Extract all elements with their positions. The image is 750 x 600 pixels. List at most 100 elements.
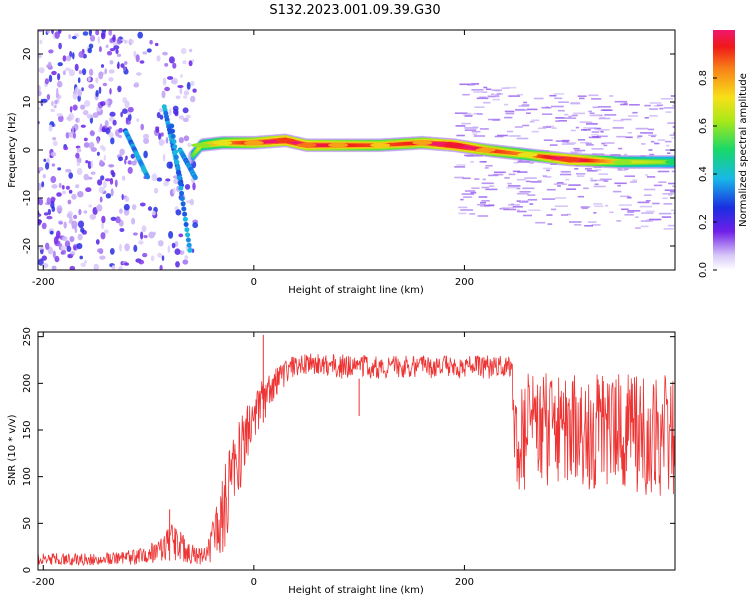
sideband-speckle — [589, 177, 593, 180]
ridge-peak — [370, 143, 391, 148]
noise-speckle — [74, 226, 78, 234]
noise-speckle — [119, 228, 125, 232]
noise-speckle — [159, 108, 163, 113]
noise-speckle — [51, 163, 56, 167]
noise-speckle — [141, 225, 147, 233]
sideband-speckle — [627, 210, 641, 212]
noise-speckle — [137, 31, 143, 39]
noise-speckle — [174, 248, 181, 255]
ridge-peak — [328, 143, 349, 148]
sideband-speckle — [516, 178, 526, 181]
sideband-speckle — [658, 181, 667, 183]
noise-speckle — [90, 171, 96, 175]
sideband-speckle — [605, 204, 609, 207]
noise-speckle — [118, 134, 122, 139]
noise-speckle — [119, 208, 123, 214]
noise-speckle — [99, 123, 103, 131]
noise-speckle — [109, 38, 114, 44]
streak-mark — [169, 123, 175, 129]
sideband-speckle — [477, 203, 486, 206]
sideband-speckle — [546, 188, 556, 191]
sideband-speckle — [624, 175, 635, 177]
sideband-speckle — [620, 118, 632, 121]
noise-speckle — [158, 132, 162, 141]
noise-speckle — [38, 182, 42, 191]
sideband-speckle — [667, 224, 675, 227]
sideband-speckle — [551, 105, 564, 108]
sideband-speckle — [667, 152, 671, 154]
noise-speckle — [168, 56, 175, 64]
sideband-speckle — [598, 106, 611, 108]
ridge-peak — [559, 157, 580, 162]
streak-mark — [185, 237, 191, 243]
sideband-speckle — [592, 136, 599, 138]
sideband-speckle — [587, 221, 597, 223]
noise-speckle — [124, 196, 130, 203]
sideband-speckle — [458, 212, 467, 215]
noise-speckle — [111, 265, 116, 270]
sideband-speckle — [640, 132, 654, 134]
sideband-speckle — [508, 204, 520, 206]
sideband-speckle — [454, 112, 468, 114]
noise-speckle — [122, 108, 128, 114]
sideband-speckle — [663, 228, 674, 230]
noise-speckle — [118, 127, 123, 133]
noise-speckle — [83, 137, 88, 142]
noise-speckle — [72, 104, 78, 111]
ridge-peak — [275, 138, 296, 143]
sideband-speckle — [528, 209, 541, 211]
noise-speckle — [177, 85, 184, 88]
sideband-speckle — [648, 134, 657, 137]
sideband-speckle — [630, 181, 637, 183]
sideband-speckle — [553, 93, 565, 95]
noise-speckle — [56, 205, 63, 213]
sideband-speckle — [658, 212, 672, 215]
noise-speckle — [88, 43, 94, 49]
sideband-speckle — [547, 223, 553, 225]
sideband-speckle — [601, 142, 605, 145]
sideband-speckle — [593, 185, 606, 188]
colorbar-gradient — [713, 30, 735, 270]
streak-mark — [182, 211, 188, 217]
sideband-speckle — [595, 169, 602, 171]
sideband-speckle — [670, 209, 675, 212]
noise-speckle — [66, 245, 72, 252]
snr-ticks: -200 0 200 0 50 100 150 200 250 — [22, 327, 675, 588]
sideband-speckle — [664, 189, 675, 191]
sideband-speckle — [603, 144, 608, 147]
sideband-speckle — [569, 221, 582, 223]
noise-speckle — [172, 77, 178, 85]
noise-speckle — [120, 111, 123, 118]
sideband-speckle — [594, 205, 604, 208]
noise-speckle — [52, 140, 58, 147]
sideband-speckle — [471, 130, 481, 133]
sideband-speckle — [627, 132, 632, 134]
noise-speckle — [110, 137, 115, 145]
sideband-speckle — [499, 207, 509, 210]
sideband-speckle — [672, 185, 675, 188]
noise-speckle — [192, 222, 199, 229]
sideband-speckle — [650, 140, 655, 143]
sideband-speckle — [575, 173, 586, 175]
sideband-speckle — [566, 213, 571, 216]
sideband-speckle — [570, 129, 576, 132]
noise-speckle — [99, 196, 103, 203]
noise-speckle — [38, 30, 44, 33]
sideband-speckle — [464, 129, 477, 131]
sideband-speckle — [527, 199, 538, 201]
noise-speckle — [125, 155, 128, 160]
noise-speckle — [118, 266, 124, 270]
noise-speckle — [117, 85, 122, 93]
noise-speckle — [58, 115, 64, 123]
noise-speckle — [51, 30, 54, 35]
sideband-speckle — [581, 207, 589, 210]
sideband-speckle — [505, 86, 517, 89]
sideband-speckle — [577, 139, 586, 141]
sideband-speckle — [542, 113, 553, 115]
noise-speckle — [96, 137, 100, 144]
noise-speckle — [61, 249, 67, 255]
sideband-speckle — [669, 134, 675, 136]
sideband-speckle — [541, 106, 552, 109]
sideband-speckle — [629, 104, 640, 106]
noise-speckle — [75, 152, 80, 159]
